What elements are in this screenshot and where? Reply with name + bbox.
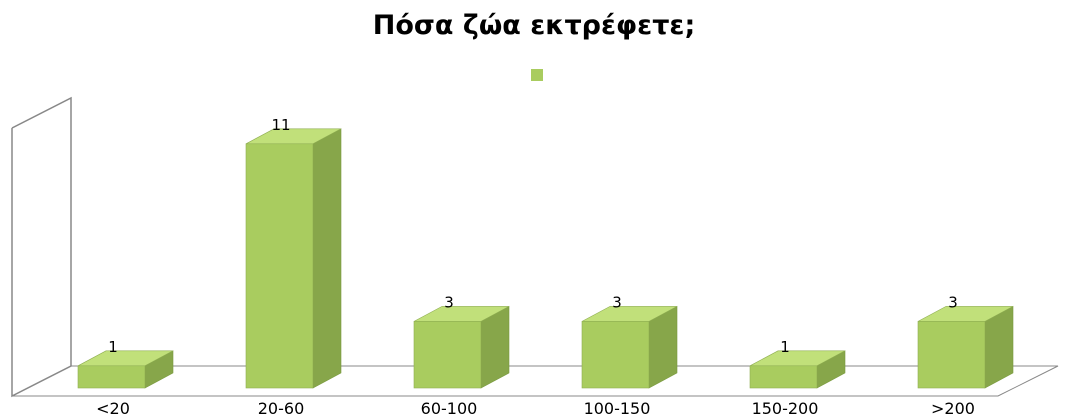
bar-front xyxy=(917,321,986,389)
chart-frame xyxy=(11,96,1059,398)
back-wall xyxy=(11,96,72,398)
x-tick-label: 60-100 xyxy=(421,399,478,417)
x-tick-label: 150-200 xyxy=(752,399,819,417)
data-label: 3 xyxy=(612,293,622,311)
chart-title: Πόσα ζώα εκτρέφετε; xyxy=(372,10,696,41)
bar-front xyxy=(749,365,818,389)
bar-side xyxy=(312,128,342,389)
bar-front xyxy=(413,321,482,389)
x-tick-label: 20-60 xyxy=(258,399,305,417)
data-label: 1 xyxy=(108,338,118,356)
data-label: 3 xyxy=(444,293,454,311)
bars xyxy=(77,128,1014,389)
x-axis-ticks: <20 20-60 60-100 100-150 150-200 >200 xyxy=(96,399,975,417)
legend xyxy=(531,69,543,81)
bar-front xyxy=(245,143,314,389)
legend-swatch xyxy=(531,69,543,81)
data-label: 11 xyxy=(271,116,290,134)
x-tick-label: >200 xyxy=(931,399,975,417)
bar-front xyxy=(77,365,146,389)
data-label: 3 xyxy=(948,293,958,311)
data-label: 1 xyxy=(780,338,790,356)
x-tick-label: 100-150 xyxy=(584,399,651,417)
x-tick-label: <20 xyxy=(96,399,130,417)
floor xyxy=(12,365,1059,397)
bar-front xyxy=(581,321,650,389)
